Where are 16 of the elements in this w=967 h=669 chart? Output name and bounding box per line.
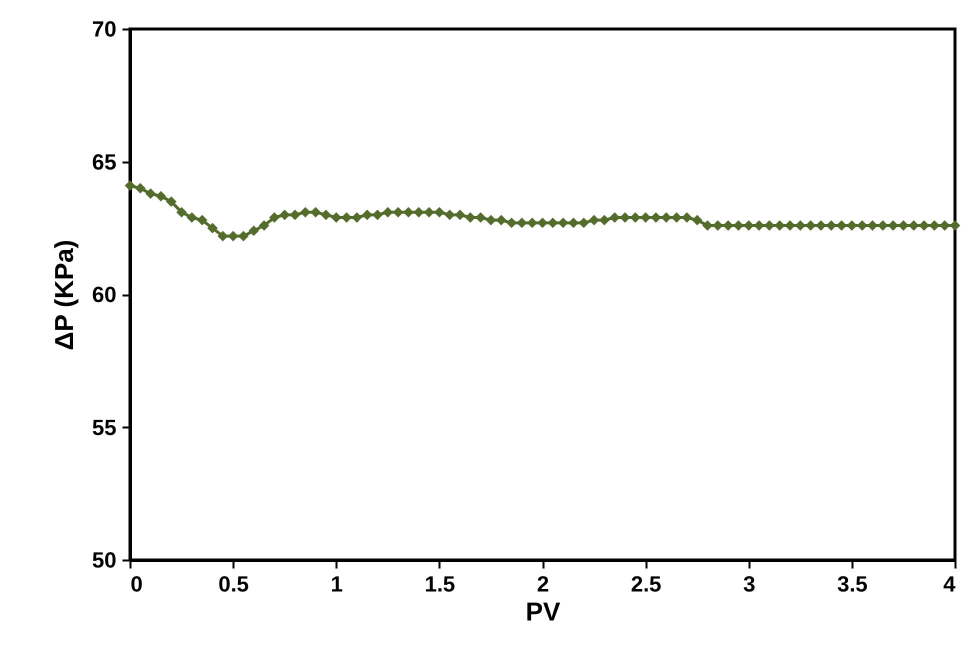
x-tick-label: 3.5	[837, 572, 868, 596]
x-tick-label: 4	[943, 572, 956, 596]
y-tick-label: 50	[92, 548, 116, 572]
x-tick-label: 0.5	[218, 572, 249, 596]
y-tick-label: 65	[92, 149, 116, 174]
x-tick-label: 1	[330, 572, 343, 596]
x-axis-title: PV	[526, 596, 561, 626]
x-tick-label: 0	[130, 572, 143, 596]
x-tick-label: 2.5	[630, 572, 662, 596]
y-axis-title: ΔP (KPa)	[49, 240, 80, 350]
y-tick-label: 60	[92, 282, 116, 307]
x-tick-label: 1.5	[424, 572, 456, 596]
y-tick-label: 70	[92, 16, 116, 42]
y-tick-label: 55	[92, 414, 116, 440]
x-tick-label: 2	[536, 572, 550, 596]
x-tick-label: 3	[743, 572, 756, 596]
